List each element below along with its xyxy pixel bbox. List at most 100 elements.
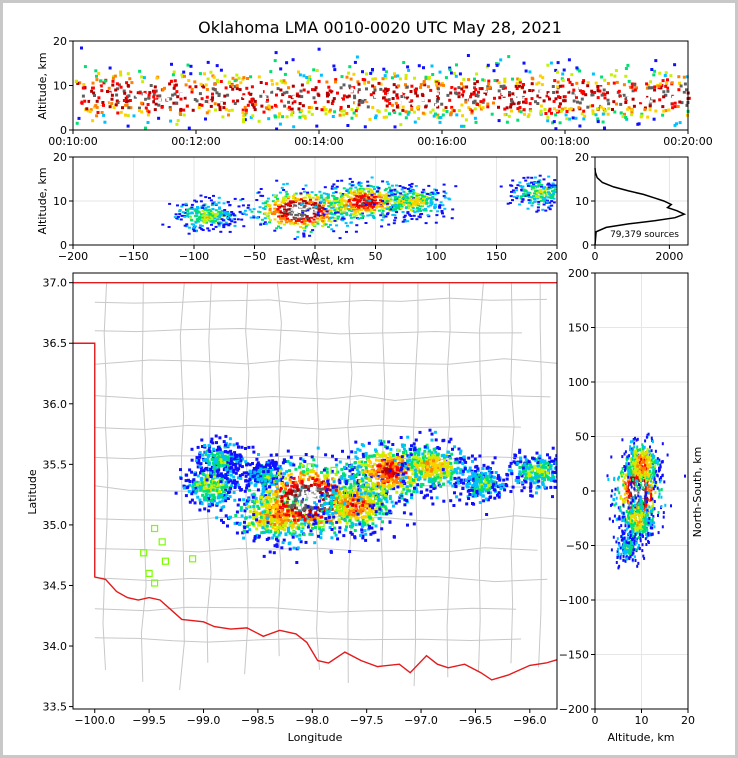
density-cell bbox=[420, 213, 424, 215]
density-cell bbox=[250, 493, 254, 497]
density-cell bbox=[282, 516, 286, 520]
density-cell bbox=[225, 477, 229, 481]
density-cell bbox=[322, 108, 326, 112]
density-cell bbox=[86, 109, 90, 113]
density-cell bbox=[266, 197, 270, 200]
density-cell bbox=[395, 85, 399, 89]
density-cell bbox=[414, 91, 418, 95]
density-cell bbox=[248, 505, 252, 509]
density-cell bbox=[248, 469, 252, 473]
density-cell bbox=[240, 445, 244, 449]
density-cell bbox=[408, 198, 412, 201]
density-cell bbox=[221, 455, 225, 459]
density-cell bbox=[194, 208, 198, 211]
density-cell bbox=[524, 179, 528, 182]
density-cell bbox=[125, 103, 129, 107]
density-cell bbox=[262, 517, 266, 521]
density-cell bbox=[263, 474, 267, 477]
density-cell bbox=[207, 502, 211, 506]
density-cell bbox=[242, 93, 246, 97]
density-cell bbox=[283, 528, 287, 532]
density-cell bbox=[133, 90, 137, 94]
density-cell bbox=[112, 75, 116, 78]
density-cell bbox=[215, 503, 219, 507]
density-cell bbox=[516, 118, 520, 122]
density-cell bbox=[325, 470, 329, 474]
altitude-tick-label: 10 bbox=[53, 80, 67, 93]
density-cell bbox=[204, 206, 208, 209]
density-cell bbox=[493, 79, 497, 82]
density-cell bbox=[188, 207, 192, 210]
density-cell bbox=[630, 85, 634, 89]
density-cell bbox=[484, 90, 488, 94]
density-cell bbox=[235, 510, 239, 514]
density-cell bbox=[257, 94, 261, 98]
density-cell bbox=[263, 484, 267, 488]
density-cell bbox=[552, 107, 556, 111]
density-cell bbox=[119, 70, 122, 74]
density-cell bbox=[339, 203, 343, 206]
density-cell bbox=[273, 523, 277, 526]
density-cell bbox=[226, 456, 230, 460]
density-cell bbox=[329, 217, 333, 219]
density-cell bbox=[268, 489, 272, 493]
density-cell bbox=[254, 510, 258, 514]
density-cell bbox=[221, 483, 225, 487]
density-cell bbox=[304, 453, 308, 456]
density-cell bbox=[384, 108, 388, 112]
density-cell bbox=[243, 520, 246, 524]
density-cell bbox=[208, 214, 212, 217]
density-cell bbox=[638, 99, 642, 103]
density-cell bbox=[470, 111, 474, 115]
density-cell bbox=[677, 75, 681, 79]
density-cell bbox=[340, 75, 344, 79]
density-cell bbox=[407, 110, 411, 114]
density-cell bbox=[226, 524, 229, 528]
density-cell bbox=[562, 99, 566, 103]
density-cell bbox=[384, 98, 388, 102]
density-cell bbox=[285, 193, 289, 196]
density-cell bbox=[430, 100, 434, 104]
density-cell bbox=[365, 72, 368, 76]
density-cell bbox=[282, 501, 286, 505]
density-cell bbox=[213, 82, 217, 86]
density-cell bbox=[300, 214, 304, 217]
density-cell bbox=[348, 86, 352, 90]
density-cell bbox=[343, 102, 347, 106]
density-cell bbox=[338, 204, 341, 207]
density-cell bbox=[401, 200, 405, 202]
density-cell bbox=[204, 451, 208, 454]
density-cell bbox=[343, 478, 347, 481]
density-cell bbox=[339, 195, 343, 198]
density-cell bbox=[389, 192, 393, 195]
density-cell bbox=[432, 114, 436, 118]
density-cell bbox=[399, 194, 403, 197]
density-cell bbox=[205, 95, 209, 99]
density-cell bbox=[87, 99, 91, 103]
density-cell bbox=[272, 210, 276, 213]
density-cell bbox=[224, 496, 228, 499]
density-cell bbox=[552, 120, 556, 124]
density-cell bbox=[567, 78, 570, 82]
density-cell bbox=[534, 190, 538, 193]
density-cell bbox=[603, 78, 607, 82]
density-cell bbox=[95, 99, 99, 103]
density-cell bbox=[312, 458, 316, 462]
density-cell bbox=[340, 201, 344, 204]
density-cell bbox=[211, 503, 215, 507]
density-cell bbox=[372, 91, 376, 95]
density-cell bbox=[424, 209, 428, 212]
density-cell bbox=[222, 106, 226, 110]
density-cell bbox=[187, 490, 191, 493]
density-cell bbox=[287, 530, 290, 533]
density-cell bbox=[632, 104, 636, 108]
density-cell bbox=[288, 531, 292, 535]
density-cell bbox=[333, 531, 337, 535]
density-cell bbox=[317, 480, 321, 484]
density-cell bbox=[297, 70, 300, 74]
density-cell bbox=[283, 104, 287, 108]
density-cell bbox=[347, 190, 351, 193]
density-cell bbox=[342, 94, 346, 98]
density-cell bbox=[227, 113, 230, 117]
density-cell bbox=[280, 216, 284, 219]
